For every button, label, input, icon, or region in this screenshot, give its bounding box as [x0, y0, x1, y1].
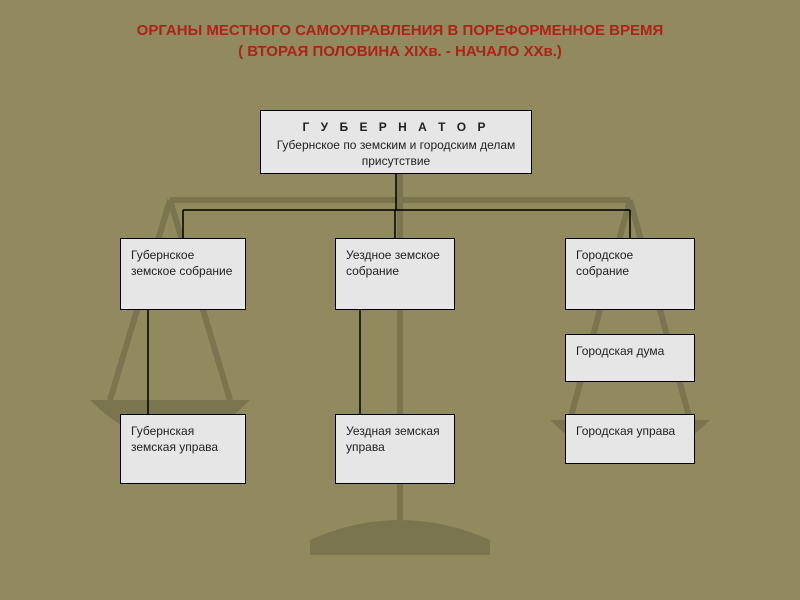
node-gub-zem-sobr: Губернское земское собрание: [120, 238, 246, 310]
node-gor-duma: Городская дума: [565, 334, 695, 382]
page-title: ОРГАНЫ МЕСТНОГО САМОУПРАВЛЕНИЯ В ПОРЕФОР…: [0, 20, 800, 62]
governor-title: Г У Б Е Р Н А Т О Р: [271, 119, 521, 135]
gub-zem-sobr-text: Губернское земское собрание: [131, 248, 232, 278]
gor-uprava-text: Городская управа: [576, 424, 675, 438]
uezd-zem-sobr-text: Уездное земское собрание: [346, 248, 440, 278]
gor-duma-text: Городская дума: [576, 344, 664, 358]
governor-subtitle: Губернское по земским и городским делам …: [277, 138, 516, 168]
gor-sobr-text: Городское собрание: [576, 248, 633, 278]
node-uezd-zem-sobr: Уездное земское собрание: [335, 238, 455, 310]
node-uezd-zem-uprava: Уездная земская управа: [335, 414, 455, 484]
uezd-zem-uprava-text: Уездная земская управа: [346, 424, 440, 454]
node-gub-zem-uprava: Губернская земская управа: [120, 414, 246, 484]
node-gor-uprava: Городская управа: [565, 414, 695, 464]
title-line2: ( ВТОРАЯ ПОЛОВИНА XIXв. - НАЧАЛО XXв.): [238, 43, 562, 60]
gub-zem-uprava-text: Губернская земская управа: [131, 424, 218, 454]
title-line1: ОРГАНЫ МЕСТНОГО САМОУПРАВЛЕНИЯ В ПОРЕФОР…: [137, 22, 664, 39]
node-governor: Г У Б Е Р Н А Т О Р Губернское по земски…: [260, 110, 532, 174]
node-gor-sobr: Городское собрание: [565, 238, 695, 310]
